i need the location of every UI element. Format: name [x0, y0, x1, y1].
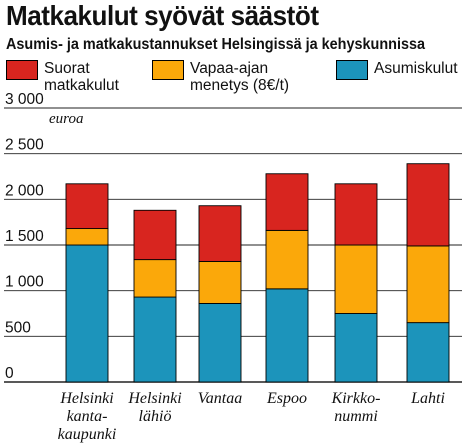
x-category-label: Helsinki lähiö — [127, 390, 181, 425]
x-category-label: Vantaa — [198, 390, 242, 407]
bar-asumis — [65, 244, 109, 383]
y-tick-label: 2 500 — [5, 137, 44, 154]
bar-suorat — [334, 183, 378, 246]
bar-asumis — [133, 296, 177, 383]
y-tick-label: 1 500 — [5, 228, 44, 245]
x-category-label: Helsinki kanta-kaupunki — [58, 390, 117, 443]
bar-asumis — [265, 288, 309, 383]
legend-swatch-vapaa — [152, 60, 184, 80]
legend-label-suorat: Suorat matkakulut — [44, 60, 119, 94]
y-unit-label: euroa — [49, 111, 83, 127]
x-category-label: Lahti — [410, 390, 445, 407]
y-tick-label: 2 000 — [5, 182, 44, 199]
bar-suorat — [65, 183, 109, 230]
bar-suorat — [133, 209, 177, 261]
bar-suorat — [265, 173, 309, 231]
bar-vapaa — [334, 244, 378, 314]
legend-label-vapaa: Vapaa-ajan menetys (8€/t) — [190, 60, 290, 94]
legend-item-suorat: Suorat matkakulut — [6, 60, 119, 94]
bar-vapaa — [406, 245, 450, 324]
y-tick-label: 3 000 — [5, 91, 44, 108]
legend-swatch-asumis — [336, 60, 368, 80]
x-category-label: Espoo — [266, 390, 307, 407]
bar-vapaa — [65, 228, 109, 246]
bar-vapaa — [133, 259, 177, 298]
bar-vapaa — [198, 260, 242, 304]
x-category-label: Kirkko-nummi — [331, 390, 381, 425]
bar-asumis — [334, 313, 378, 383]
legend-swatch-suorat — [6, 60, 38, 80]
legend-item-asumis: Asumiskulut — [336, 60, 458, 80]
legend-label-asumis: Asumiskulut — [374, 60, 458, 77]
chart-title: Matkakulut syövät säästöt — [6, 0, 319, 31]
y-tick-label: 500 — [5, 319, 31, 336]
y-tick-label: 0 — [5, 365, 14, 382]
bar-suorat — [406, 163, 450, 247]
y-tick-label: 1 000 — [5, 274, 44, 291]
bar-asumis — [406, 322, 450, 383]
bar-asumis — [198, 303, 242, 383]
bar-suorat — [198, 205, 242, 262]
legend-item-vapaa: Vapaa-ajan menetys (8€/t) — [152, 60, 289, 94]
chart-subtitle: Asumis- ja matkakustannukset Helsingissä… — [6, 36, 426, 53]
bar-vapaa — [265, 229, 309, 290]
